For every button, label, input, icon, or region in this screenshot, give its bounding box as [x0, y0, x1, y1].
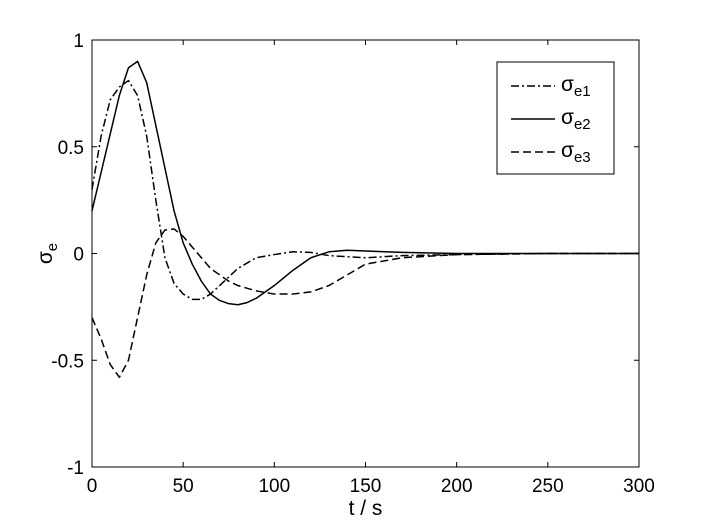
series-line-3: [91, 228, 639, 379]
y-axis-symbol: σ: [34, 251, 57, 264]
x-tick-label: 150: [350, 476, 382, 497]
y-tick-label: -0.5: [51, 351, 84, 372]
y-axis-label: σe: [34, 243, 61, 264]
y-tick-label: 1: [73, 31, 84, 52]
x-tick-label: 250: [532, 476, 564, 497]
legend-label-3: σe3: [561, 139, 591, 166]
y-tick-label: 0: [73, 245, 84, 266]
legend-items: σe1 σe2 σe3: [511, 73, 591, 166]
series-line-2: [91, 60, 639, 306]
series-line-1: [91, 79, 639, 301]
x-tick-label: 0: [87, 476, 98, 497]
x-axis-label: t / s: [349, 497, 383, 520]
x-tick-label: 300: [623, 476, 655, 497]
axis-ticks: [91, 39, 640, 468]
y-tick-label: -1: [67, 458, 84, 479]
legend-label-1: σe1: [561, 73, 591, 100]
legend: σe1 σe2 σe3: [496, 61, 615, 175]
y-tick-label: 0.5: [58, 138, 84, 159]
series-lines: [91, 60, 639, 379]
legend-box: [496, 61, 615, 175]
y-axis-subscript: e: [44, 243, 61, 251]
x-tick-label: 100: [258, 476, 290, 497]
legend-label-2: σe2: [561, 106, 591, 133]
x-tick-label: 50: [173, 476, 194, 497]
tick-labels: 0 50 100 150 200 250 300 -1 -0.5 0 0.5 1: [51, 31, 655, 497]
x-tick-label: 200: [441, 476, 473, 497]
